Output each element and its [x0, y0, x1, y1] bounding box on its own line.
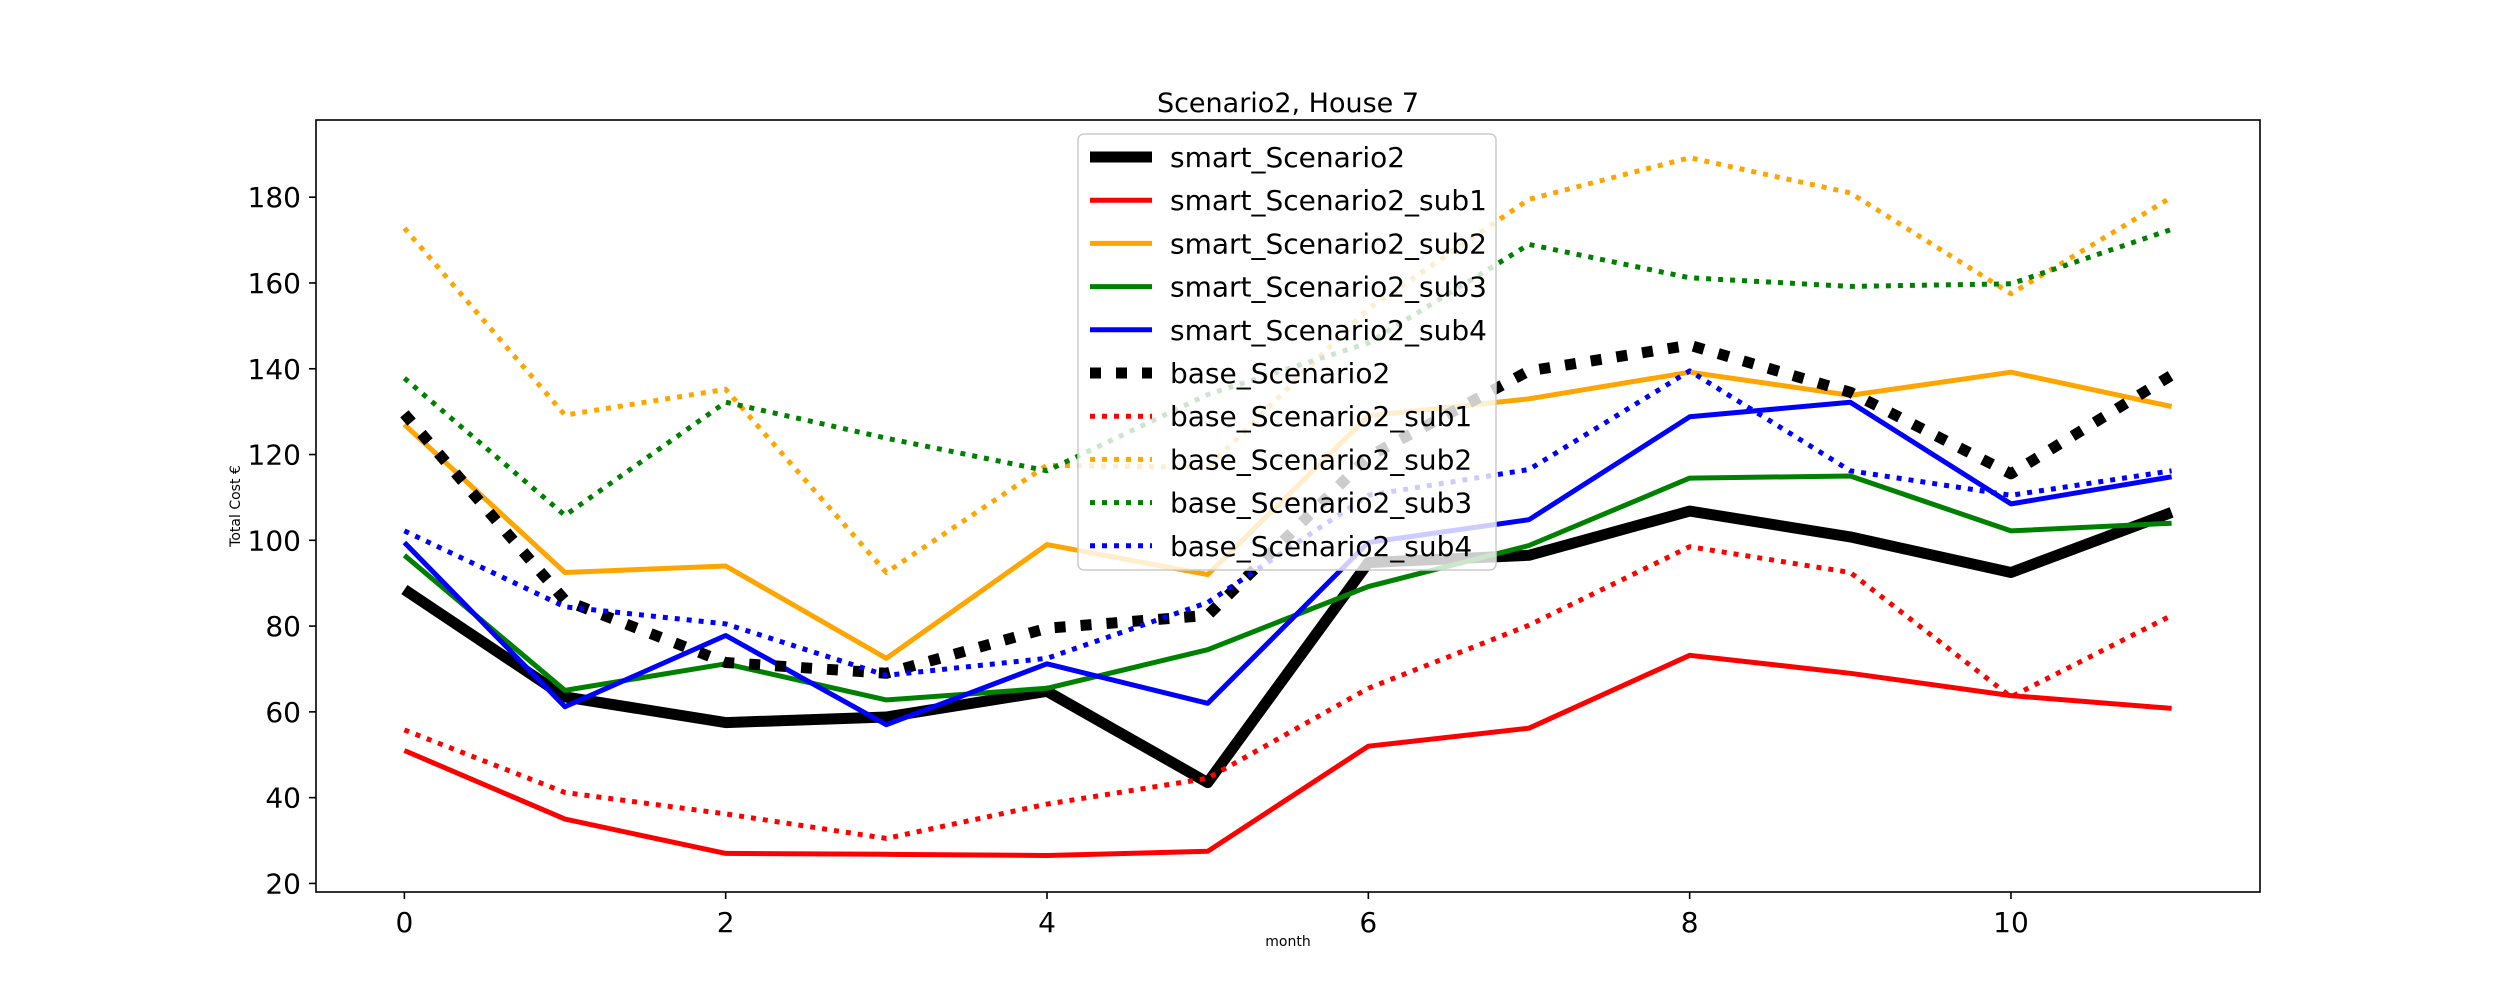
legend: smart_Scenario2 smart_Scenario2_sub1smart… [1077, 133, 1497, 571]
legend-item-smart-scenario2: smart_Scenario2 [1090, 141, 1405, 174]
legend-item-base-scenario2-sub4: base_Scenario2_sub4 [1090, 530, 1472, 563]
legend-label: smart_Scenario2 [1170, 141, 1405, 174]
legend-label: base_Scenario2_sub1 [1170, 400, 1472, 433]
y-tick-label: 40 [265, 782, 301, 815]
x-axis-label: month [1265, 934, 1310, 950]
legend-label: smart_Scenario2_sub1 [1170, 184, 1487, 217]
legend-label: smart_Scenario2_sub3 [1170, 271, 1487, 304]
x-axis: 0 2 4 6 8 10 [395, 892, 2029, 939]
y-tick-label: 120 [248, 439, 301, 472]
y-tick-label: 20 [265, 867, 301, 900]
series-line-smart-scenario2-sub4 [402, 399, 2173, 728]
y-tick-label: 60 [265, 696, 301, 729]
x-tick-label: 8 [1681, 906, 1699, 939]
legend-item-smart-scenario2-sub4: smart_Scenario2_sub4 [1090, 314, 1487, 347]
legend-item-base-scenario2-sub1: base_Scenario2_sub1 [1090, 400, 1472, 433]
legend-item-smart-scenario2-sub3: smart_Scenario2_sub3 [1090, 271, 1487, 304]
legend-label: smart_Scenario2_sub2 [1170, 227, 1487, 260]
legend-label: base_Scenario2 [1170, 357, 1390, 390]
series-line-base-scenario2-sub1 [403, 544, 2173, 841]
x-tick-label: 4 [1038, 906, 1056, 939]
x-tick-label: 10 [1993, 906, 2029, 939]
chart-title: Scenario2, House 7 [1157, 88, 1419, 119]
y-tick-label: 140 [248, 353, 301, 386]
series-line-smart-scenario2 [401, 505, 2174, 789]
series-line-smart-scenario2-sub3 [402, 473, 2172, 703]
legend-label: base_Scenario2_sub2 [1170, 443, 1472, 476]
legend-label: base_Scenario2_sub3 [1170, 487, 1472, 520]
y-tick-label: 160 [248, 267, 301, 300]
x-tick-label: 0 [395, 906, 413, 939]
x-tick-label: 6 [1359, 906, 1377, 939]
y-tick-label: 80 [265, 610, 301, 643]
plot-frame [315, 119, 2261, 893]
legend-item-base-scenario2: base_Scenario2 [1090, 357, 1390, 390]
y-axis: 20 40 60 80 100 120 140 160 180 [248, 181, 316, 900]
y-axis-label: Total Cost € [228, 465, 244, 548]
legend-label: base_Scenario2_sub4 [1170, 530, 1472, 563]
x-tick-label: 2 [717, 906, 735, 939]
y-tick-label: 180 [248, 181, 301, 214]
legend-item-smart-scenario2-sub2: smart_Scenario2_sub2 [1090, 227, 1487, 260]
legend-item-base-scenario2-sub2: base_Scenario2_sub2 [1090, 443, 1472, 476]
legend-item-base-scenario2-sub3: base_Scenario2_sub3 [1090, 487, 1472, 520]
legend-item-smart-scenario2-sub1: smart_Scenario2_sub1 [1090, 184, 1487, 217]
legend-label: smart_Scenario2_sub4 [1170, 314, 1487, 347]
series-line-smart-scenario2-sub1 [403, 652, 2172, 858]
legend-box [1077, 133, 1497, 571]
y-tick-label: 100 [248, 524, 301, 557]
